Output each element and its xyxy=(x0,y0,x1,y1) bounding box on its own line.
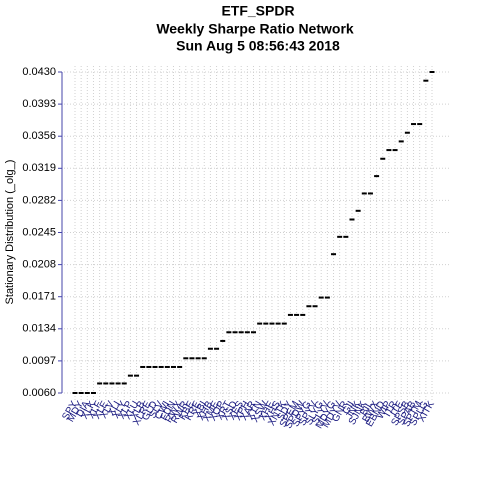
y-tick-label: 0.0171 xyxy=(22,291,56,303)
point xyxy=(429,71,435,73)
point xyxy=(392,149,398,152)
point xyxy=(90,392,96,394)
point xyxy=(423,79,429,82)
point xyxy=(121,382,127,385)
point xyxy=(177,365,183,368)
point xyxy=(294,313,300,316)
point xyxy=(300,313,306,316)
y-tick-label: 0.0245 xyxy=(22,226,56,238)
point xyxy=(398,140,404,143)
point xyxy=(355,209,361,212)
point xyxy=(232,331,238,334)
y-tick-label: 0.0282 xyxy=(22,194,56,206)
point xyxy=(324,296,330,299)
chart-date: Sun Aug 5 08:56:43 2018 xyxy=(176,38,340,54)
point xyxy=(109,382,115,385)
point xyxy=(183,357,189,360)
point xyxy=(152,365,158,368)
point xyxy=(115,382,121,385)
point xyxy=(220,339,226,342)
point xyxy=(263,322,269,325)
point xyxy=(257,322,263,325)
point xyxy=(226,331,232,334)
point xyxy=(349,218,355,221)
point xyxy=(97,382,103,385)
point xyxy=(244,331,250,334)
point xyxy=(158,365,164,368)
y-tick-label: 0.0097 xyxy=(22,355,56,367)
y-tick-label: 0.0393 xyxy=(22,98,56,110)
point xyxy=(343,235,349,238)
point xyxy=(380,157,386,160)
point xyxy=(78,392,84,394)
point xyxy=(312,305,318,308)
point xyxy=(189,357,195,360)
point xyxy=(146,365,152,368)
y-tick-label: 0.0208 xyxy=(22,259,56,271)
point xyxy=(207,347,213,350)
chart-subtitle: Weekly Sharpe Ratio Network xyxy=(156,21,354,37)
point xyxy=(72,392,78,394)
point xyxy=(367,192,373,195)
point xyxy=(318,296,324,299)
point xyxy=(251,331,256,334)
point xyxy=(386,149,392,152)
y-tick-label: 0.0356 xyxy=(22,130,56,142)
point xyxy=(140,365,146,368)
y-tick-label: 0.0319 xyxy=(22,162,56,174)
point xyxy=(238,331,244,334)
point xyxy=(134,374,140,377)
point xyxy=(164,365,170,368)
y-tick-label: 0.0060 xyxy=(22,387,56,399)
point xyxy=(195,357,201,360)
point xyxy=(170,365,176,368)
point xyxy=(331,253,337,256)
y-tick-label: 0.0430 xyxy=(22,66,56,78)
point xyxy=(411,123,417,126)
point xyxy=(269,322,275,325)
y-tick-label: 0.0134 xyxy=(22,323,56,335)
point xyxy=(84,392,90,394)
chart-title: ETF_SPDR xyxy=(221,3,294,19)
point xyxy=(361,192,367,195)
point xyxy=(275,322,281,325)
point xyxy=(281,322,287,325)
point xyxy=(201,357,207,360)
point xyxy=(374,175,380,178)
point xyxy=(287,313,293,316)
point xyxy=(306,305,312,308)
point xyxy=(337,235,343,238)
point xyxy=(214,347,220,350)
point xyxy=(103,382,109,385)
point xyxy=(127,374,133,377)
point xyxy=(417,123,423,126)
point xyxy=(404,131,410,134)
y-axis-label: Stationary Distribution (_olg_) xyxy=(4,160,16,305)
